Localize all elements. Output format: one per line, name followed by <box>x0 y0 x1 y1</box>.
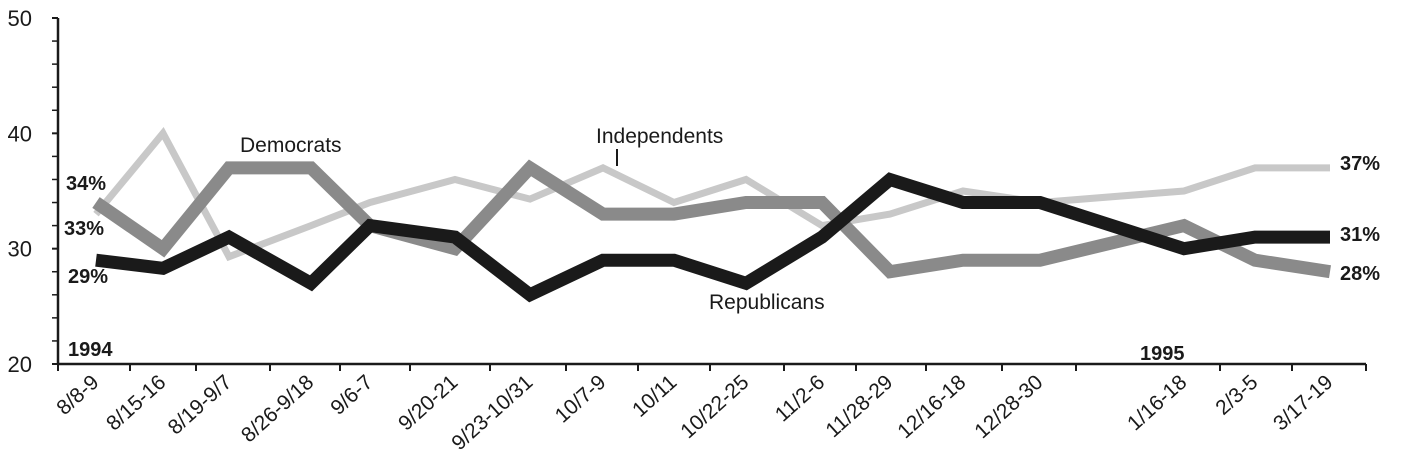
x-tick-label: 1/16-18 <box>1123 371 1191 436</box>
series-label-independents: Independents <box>596 125 723 148</box>
x-tick-label: 8/26-9/18 <box>237 371 318 447</box>
end-label-independents: 37% <box>1340 153 1380 175</box>
x-tick-label: 12/28-30 <box>970 371 1047 444</box>
x-tick-label: 8/15-16 <box>102 371 170 436</box>
series-line-independents <box>93 127 1330 262</box>
series-label-republicans: Republicans <box>709 291 825 314</box>
end-label-republicans: 31% <box>1340 224 1380 246</box>
start-label-democrats: 34% <box>66 173 106 195</box>
series-line-republicans <box>95 172 1330 303</box>
year-label-1994: 1994 <box>68 339 113 361</box>
x-tick-label: 10/22-25 <box>676 371 753 444</box>
start-label-republicans: 29% <box>68 266 108 288</box>
end-label-democrats: 28% <box>1340 263 1380 285</box>
series-label-democrats: Democrats <box>240 134 342 157</box>
x-tick-label: 2/3-5 <box>1211 371 1262 420</box>
x-tick-label: 11/28-29 <box>821 371 897 443</box>
y-tick-label: 40 <box>8 121 32 146</box>
x-tick-label: 10/11 <box>628 371 681 422</box>
y-tick-label: 20 <box>8 352 32 377</box>
axis-layer <box>56 18 1366 366</box>
start-label-independents: 33% <box>64 218 104 240</box>
y-tick-label: 50 <box>8 6 32 31</box>
x-tick-label: 9/6-7 <box>326 371 377 420</box>
x-tick-label: 3/17-19 <box>1269 371 1337 436</box>
series-layer <box>92 127 1331 303</box>
y-tick-layer: 20 30 40 50 <box>8 6 58 377</box>
x-tick-label: 12/16-18 <box>893 371 970 444</box>
x-tick-label: 9/20-21 <box>394 371 462 436</box>
x-tick-label: 11/2-6 <box>771 371 829 427</box>
label-layer: Democrats Independents Republicans 34% 3… <box>64 125 1380 365</box>
series-line-democrats <box>92 159 1331 279</box>
x-tick-label: 10/7-9 <box>551 371 611 428</box>
y-tick-label: 30 <box>8 237 32 262</box>
year-label-1995: 1995 <box>1140 343 1185 365</box>
x-tick-label: 8/8-9 <box>52 371 103 420</box>
x-tick-label: 9/23-10/31 <box>447 371 537 455</box>
x-tick-layer: 8/8-98/15-168/19-9/7 8/26-9/18 9/6-7 9/20-2… <box>52 364 1367 455</box>
x-tick-label: 8/19-9/7 <box>164 371 237 440</box>
